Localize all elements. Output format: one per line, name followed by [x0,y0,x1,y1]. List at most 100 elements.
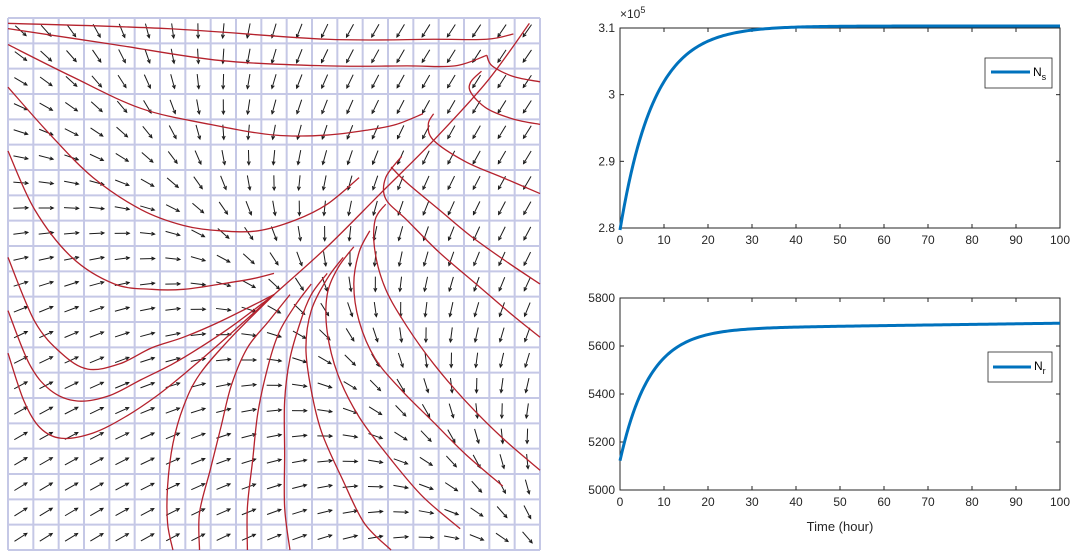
direction-arrow [296,150,302,166]
direction-arrow [114,306,131,312]
arrow-head [176,257,182,262]
arrow-head [346,109,351,115]
direction-arrow [165,482,181,491]
direction-arrow [498,327,505,343]
direction-arrow [13,381,29,390]
arrow-head [74,280,80,285]
arrow-head [23,356,29,360]
arrow-head [522,134,527,140]
direction-arrow [498,201,506,216]
arrow-shaft [266,409,282,412]
arrow-shaft [89,256,104,261]
arrow-shaft [421,404,431,418]
arrow-shaft [169,99,176,114]
direction-arrow [269,252,279,266]
arrow-head [277,383,283,388]
arrow-head [351,361,357,366]
arrow-head [522,58,527,64]
arrow-shaft [215,358,231,362]
arrow-shaft [13,129,28,135]
arrow-shaft [66,24,77,37]
direction-arrow [65,76,78,88]
arrow-head [497,160,502,165]
direction-arrow [368,406,383,416]
nr-x-tick-label: 20 [701,495,715,509]
arrow-head [74,255,80,260]
direction-arrow [244,226,254,241]
direction-arrow [89,356,105,364]
direction-arrow [114,206,131,211]
direction-arrow [13,205,30,210]
direction-arrow [241,382,258,387]
arrow-shaft [272,200,276,216]
arrow-shaft [346,124,354,140]
direction-arrow [89,381,105,389]
direction-arrow [141,152,154,163]
arrow-shaft [89,232,105,235]
arrow-head [176,331,181,336]
arrow-head [379,509,384,514]
direction-arrow [496,506,508,519]
arrow-shaft [472,150,481,165]
arrow-shaft [190,382,206,388]
arrow-head [125,381,130,386]
arrow-shaft [373,301,377,317]
arrow-shaft [475,352,479,368]
arrow-head [523,312,528,318]
trajectory-curve [373,203,541,471]
direction-arrow [447,125,456,140]
direction-arrow [92,49,102,64]
arrow-head [271,135,276,141]
nr-x-tick-label: 0 [617,495,624,509]
arrow-head [72,32,77,38]
arrow-head [499,414,504,420]
arrow-head [171,59,176,65]
arrow-head [447,261,452,267]
arrow-head [347,211,352,217]
direction-arrow [367,509,384,514]
direction-arrow [342,484,359,489]
arrow-head [328,483,334,488]
trajectory-curve [7,257,275,371]
arrow-shaft [92,49,102,63]
direction-arrow [346,150,353,166]
direction-arrow [292,483,308,489]
direction-arrow [39,381,54,390]
arrow-shaft [424,352,428,368]
arrow-head [423,287,428,293]
arrow-head [277,433,283,438]
arrow-head [499,363,504,369]
arrow-head [73,107,79,112]
arrow-shaft [523,125,532,139]
arrow-shaft [220,175,227,190]
arrow-shaft [115,482,129,491]
arrow-shaft [196,99,200,114]
nr-y-tick-label: 5800 [588,291,615,305]
arrow-head [429,510,435,515]
arrow-shaft [242,253,255,264]
arrow-head [472,58,477,64]
arrow-shaft [498,201,506,215]
direction-arrow [89,306,105,313]
direction-arrow [216,382,232,388]
arrow-shaft [499,327,505,342]
arrow-head [299,286,304,292]
arrow-head [201,407,207,412]
direction-arrow [393,534,410,539]
arrow-shaft [500,377,504,393]
direction-arrow [90,101,103,113]
arrow-head [525,465,530,470]
direction-arrow [266,508,282,515]
arrow-head [23,330,29,335]
arrow-head [174,183,180,189]
direction-arrow [165,306,182,311]
arrow-head [522,83,527,89]
arrow-head [100,306,105,310]
direction-arrow [140,508,155,516]
arrow-head [252,357,258,363]
direction-arrow [418,510,435,515]
arrow-shaft [448,276,454,292]
direction-arrow [266,458,283,464]
arrow-shaft [421,74,431,88]
arrow-shaft [271,99,277,114]
